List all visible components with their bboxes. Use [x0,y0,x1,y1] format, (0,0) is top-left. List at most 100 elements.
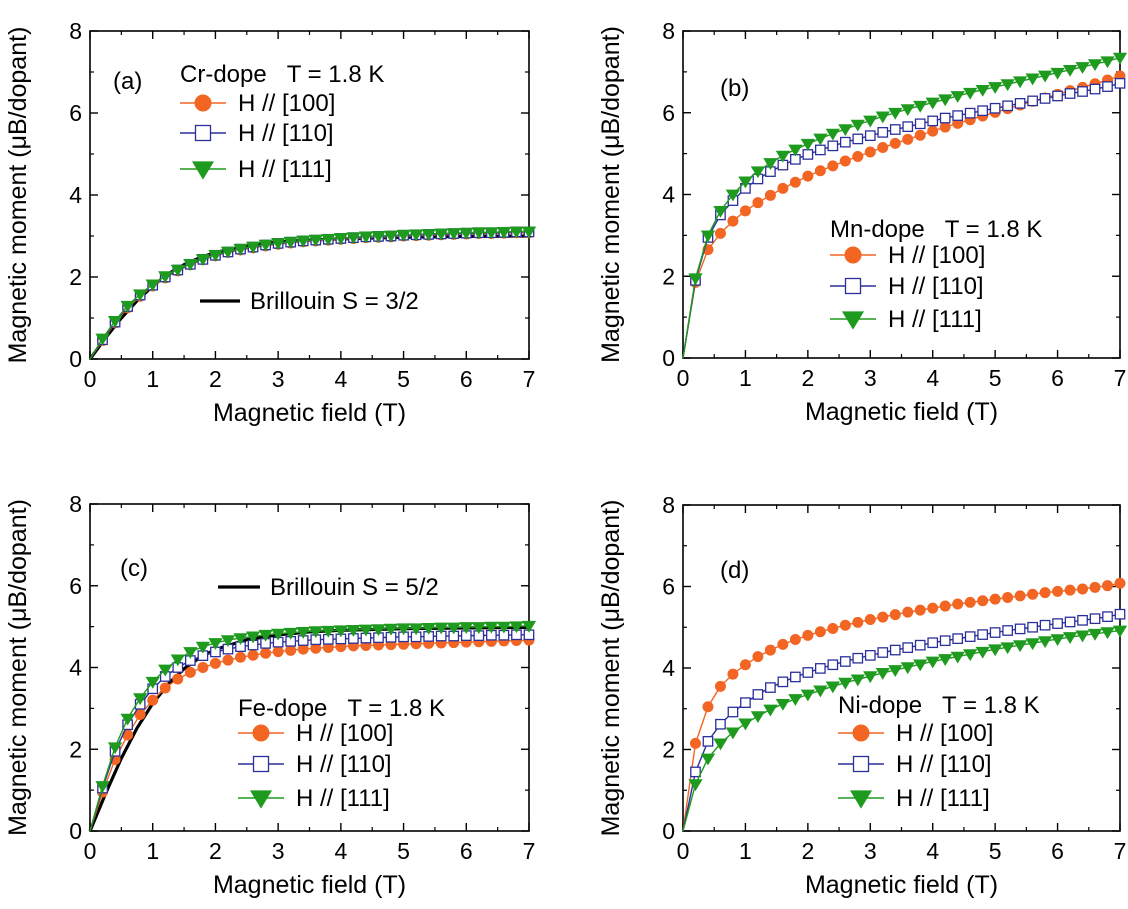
data-point [107,315,123,328]
data-point [235,651,247,663]
data-point [1039,587,1051,599]
data-point [763,704,778,717]
legend-label: H // [100] [896,720,993,747]
data-point [690,766,701,778]
x-axis-label: Magnetic field (T) [805,871,998,899]
data-point [700,753,716,766]
data-point [421,229,436,241]
y-tick-label: 2 [662,737,675,763]
data-point [814,144,826,156]
data-point [975,646,990,659]
data-point [1062,632,1078,644]
data-point [1102,81,1113,92]
data-point [852,150,864,162]
data-point [1075,630,1090,643]
y-tick-label: 0 [69,818,82,844]
data-point [496,227,512,239]
data-point [952,110,964,121]
y-tick-label: 2 [662,263,675,289]
data-point [739,659,751,671]
data-point [775,698,791,711]
data-point [1012,640,1028,653]
data-point [521,620,537,633]
data-point [765,682,776,693]
data-point [852,652,864,664]
data-point [1014,97,1026,109]
data-point [1075,62,1090,74]
data-point [727,215,739,227]
data-point [825,681,840,694]
data-point [145,279,160,292]
data-point [1037,636,1053,649]
data-point [1027,95,1038,107]
data-point [788,144,803,157]
data-point [283,627,298,640]
data-point [925,97,940,110]
data-point [827,140,839,152]
x-tick-label: 3 [864,365,877,391]
data-point [1112,625,1128,638]
panel-label: (a) [113,68,142,95]
data-point [383,623,399,636]
data-point [1002,625,1013,636]
data-point [850,119,865,132]
data-point [900,662,915,675]
data-point [346,232,361,245]
data-point [715,718,726,730]
legend-title: Mn-dope [830,216,925,243]
data-point [875,668,890,680]
panel-d: 0 1 2 3 4 5 6 7 0 2 4 6 8 Magnetic field (T) Magnetic … [597,492,1128,899]
data-point [321,233,336,246]
data-point [333,625,349,638]
data-point [963,649,978,662]
data-point [702,701,714,713]
data-point [864,146,876,158]
data-point [777,638,789,650]
data-point [184,666,196,678]
data-point [434,228,449,241]
legend-label: H // [110] [888,273,984,300]
data-point [963,87,978,100]
data-point [902,121,914,132]
legend-title: Fe-dope [238,695,327,722]
data-point [208,638,223,650]
x-axis-label: Magnetic field (T) [805,398,998,426]
legend-label: H // [111] [896,785,990,812]
data-point [1114,608,1126,620]
data-point [938,94,953,107]
data-point [321,625,336,638]
y-tick-label: 6 [662,574,675,600]
data-point [813,133,828,146]
data-point [763,158,778,170]
data-point [977,105,989,117]
data-point [183,647,198,659]
data-point [509,226,524,239]
x-tick-label: 5 [397,366,410,392]
data-point [913,659,928,672]
data-point [183,258,198,271]
series-2 [682,625,1128,832]
data-point [740,697,751,708]
data-point [977,595,989,607]
legend-label: H // [110] [296,751,392,778]
data-point [877,141,889,153]
data-point [434,622,449,635]
x-tick-label: 3 [864,838,877,864]
data-point [750,711,766,724]
data-point [838,124,853,137]
data-point [1039,93,1051,104]
data-point [195,641,211,654]
data-point [1052,618,1063,629]
data-point [1064,88,1076,99]
data-point [914,604,926,616]
data-point [509,621,524,634]
data-point [950,651,965,664]
legend-marker [852,755,870,773]
data-point [838,677,853,690]
legend-label: H // [100] [238,90,335,117]
legend-marker [852,724,870,742]
data-point [258,629,273,642]
data-point [713,738,728,751]
data-point [258,239,273,252]
legend-temperature: T = 1.8 K [945,216,1043,243]
